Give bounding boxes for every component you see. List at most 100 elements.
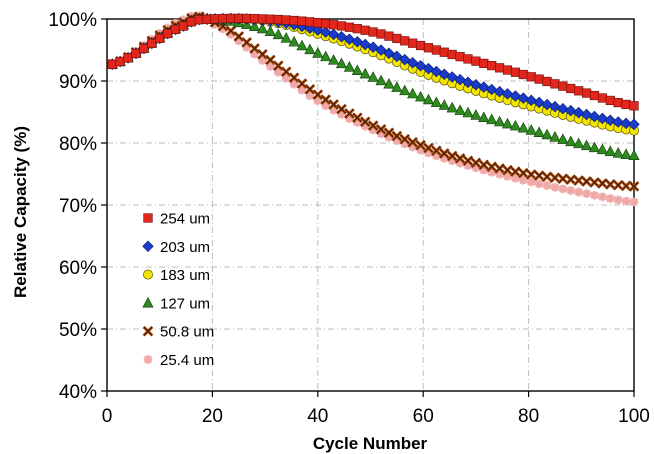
data-point (438, 99, 450, 110)
data-point (446, 150, 458, 162)
data-point (517, 121, 529, 133)
data-point (541, 128, 553, 140)
data-point (590, 190, 599, 200)
data-point (582, 189, 591, 198)
data-point (596, 143, 608, 155)
data-point (471, 56, 481, 66)
data-point (335, 57, 348, 69)
data-point (549, 131, 561, 142)
data-point (494, 163, 505, 174)
x-tick-label: 40 (307, 406, 328, 427)
data-point (566, 186, 576, 195)
data-point (580, 139, 593, 151)
data-point (565, 174, 577, 185)
data-point (533, 96, 545, 109)
data-point (415, 40, 426, 51)
data-point (550, 79, 560, 89)
data-point (541, 98, 553, 111)
data-point (163, 28, 173, 39)
data-point (589, 177, 600, 188)
data-point (519, 175, 528, 185)
data-point (470, 109, 482, 120)
data-point (620, 117, 632, 130)
data-point (517, 92, 530, 104)
data-point (620, 148, 632, 159)
data-point (550, 182, 560, 192)
y-tick-label: 80% (59, 134, 97, 155)
data-point (328, 54, 340, 65)
data-point (256, 22, 269, 34)
data-point (493, 85, 506, 98)
data-point (501, 88, 514, 100)
data-point (234, 13, 244, 23)
data-point (455, 52, 465, 62)
data-point (297, 85, 307, 95)
data-point (558, 81, 568, 91)
data-point (194, 15, 204, 25)
data-point (605, 95, 615, 106)
data-point (312, 24, 324, 36)
data-point (486, 161, 498, 173)
data-point (359, 116, 371, 128)
data-point (485, 83, 498, 96)
data-point (581, 88, 592, 98)
data-point (605, 194, 615, 203)
data-point (304, 83, 316, 95)
data-point (470, 78, 482, 91)
legend-marker (142, 240, 154, 253)
data-point (391, 130, 403, 142)
data-point (344, 22, 355, 32)
data-point (612, 179, 624, 191)
data-point (558, 184, 568, 194)
data-point (525, 169, 537, 180)
data-point (147, 38, 157, 49)
data-point (383, 47, 395, 59)
data-point (549, 100, 561, 113)
data-point (351, 64, 363, 76)
y-tick-label: 60% (59, 258, 97, 279)
data-point (408, 38, 418, 48)
data-point (572, 106, 585, 119)
data-point (296, 39, 308, 51)
data-point (597, 178, 608, 189)
data-point (423, 142, 434, 154)
data-point (557, 173, 569, 185)
data-point (320, 94, 332, 106)
x-axis-title: Cycle Number (313, 434, 428, 453)
data-point (376, 29, 386, 39)
data-point (288, 35, 300, 47)
legend-marker (143, 269, 153, 280)
data-point (383, 77, 395, 89)
data-point (533, 126, 545, 137)
data-point (423, 43, 434, 53)
data-point (265, 14, 275, 24)
data-point (257, 48, 268, 60)
data-point (526, 72, 536, 82)
data-point (321, 19, 331, 29)
data-point (574, 187, 583, 197)
x-tick-label: 0 (102, 406, 113, 427)
data-point (296, 78, 308, 89)
data-point (107, 59, 117, 69)
data-point (541, 171, 553, 183)
data-point (580, 108, 593, 121)
x-tick-label: 80 (518, 406, 539, 427)
data-point (280, 32, 292, 43)
x-tick-label: 60 (413, 406, 434, 427)
data-point (629, 101, 639, 111)
data-point (604, 178, 616, 190)
data-point (242, 13, 252, 24)
legend-label: 203 um (160, 239, 210, 256)
data-point (359, 67, 371, 79)
data-point (383, 127, 395, 139)
data-point (533, 170, 545, 182)
data-point (462, 76, 474, 88)
data-point (542, 76, 552, 87)
data-point (447, 49, 457, 60)
data-point (305, 17, 315, 27)
data-point (123, 53, 133, 63)
data-point (320, 50, 332, 62)
data-point (470, 157, 482, 169)
data-point (264, 25, 276, 36)
data-point (257, 14, 268, 24)
